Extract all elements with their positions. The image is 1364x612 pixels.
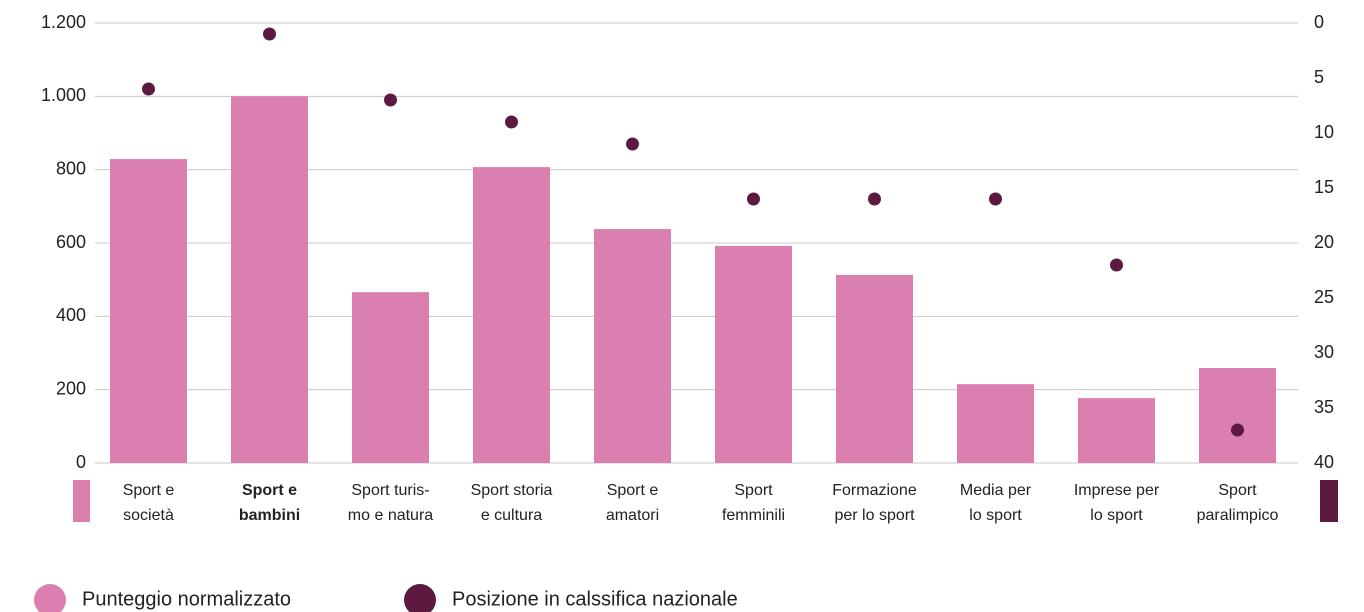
x-tick-label: Sport turis-mo e natura: [348, 482, 433, 524]
legend-label: Posizione in calssifica nazionale: [452, 588, 738, 610]
x-tick-label: Sport storia e cultura: [471, 482, 553, 524]
x-tick-line: lo sport: [969, 507, 1022, 524]
legend-swatch: [404, 584, 436, 612]
bar: [352, 292, 429, 463]
bar: [594, 229, 671, 463]
dot: [263, 27, 276, 41]
x-tick-line: paralimpico: [1197, 507, 1279, 524]
bar: [231, 96, 308, 463]
bar: [1078, 398, 1155, 463]
dot: [142, 82, 155, 96]
y2-tick-label: 40: [1314, 452, 1334, 472]
x-tick-line: Sport storia: [471, 482, 553, 499]
x-tick-line: Sport turis-: [351, 482, 429, 499]
x-tick-label: Imprese per lo sport: [1074, 482, 1160, 524]
y-tick-label: 1.200: [41, 12, 86, 32]
y-tick-label: 0: [76, 452, 86, 472]
x-tick-line: Sport: [1218, 482, 1257, 499]
bar: [836, 274, 913, 463]
bar: [473, 167, 550, 463]
x-tick-line: femminili: [722, 507, 785, 524]
dot: [989, 192, 1002, 206]
x-tick-label: Sport femminili: [722, 482, 785, 524]
y2-tick-label: 20: [1314, 232, 1334, 252]
x-tick-line: Media per: [960, 482, 1032, 499]
x-tick-label: Sport e bambini: [239, 482, 300, 524]
x-tick-line: Sport e: [242, 482, 297, 499]
x-tick-label: Sport e società: [123, 482, 175, 524]
dot: [868, 192, 881, 206]
x-tick-line: Sport e: [607, 482, 659, 499]
x-tick-label: Media per lo sport: [960, 482, 1032, 524]
axis-swatch: [73, 480, 90, 522]
x-tick-line: Imprese per: [1074, 482, 1160, 499]
bar: [715, 245, 792, 463]
x-tick-line: e cultura: [481, 507, 542, 524]
y2-tick-label: 5: [1314, 67, 1324, 87]
y2-tick-label: 30: [1314, 342, 1334, 362]
x-tick-label: Sport e amatori: [606, 482, 659, 524]
bar: [1199, 368, 1276, 463]
y2-tick-label: 10: [1314, 122, 1334, 142]
legend-label: Punteggio normalizzato: [82, 588, 291, 610]
y-tick-label: 400: [56, 305, 86, 325]
dot: [626, 137, 639, 151]
axis-swatch: [1320, 480, 1338, 522]
x-tick-line: lo sport: [1090, 507, 1143, 524]
y-tick-label: 200: [56, 378, 86, 398]
x-tick-label: Formazione per lo sport: [832, 482, 917, 524]
x-tick-label: Sport paralimpico: [1197, 482, 1279, 524]
y2-tick-label: 0: [1314, 12, 1324, 32]
dot: [384, 93, 397, 107]
y2-tick-label: 15: [1314, 177, 1334, 197]
dot: [1110, 258, 1123, 272]
legend-swatch: [34, 584, 66, 612]
y-tick-label: 1.000: [41, 85, 86, 105]
y-tick-label: 600: [56, 232, 86, 252]
x-tick-line: Sport e: [123, 482, 175, 499]
x-tick-line: amatori: [606, 507, 659, 524]
y2-tick-label: 25: [1314, 287, 1334, 307]
y2-tick-label: 35: [1314, 397, 1334, 417]
dot: [505, 115, 518, 129]
dot: [1231, 423, 1244, 437]
bar: [110, 159, 187, 464]
dot: [747, 192, 760, 206]
bar: [957, 384, 1034, 463]
x-tick-line: Formazione: [832, 482, 917, 499]
x-tick-line: Sport: [734, 482, 773, 499]
x-tick-line: bambini: [239, 507, 300, 524]
x-tick-line: per lo sport: [834, 507, 915, 524]
y-tick-label: 800: [56, 158, 86, 178]
x-tick-line: mo e natura: [348, 507, 433, 524]
x-tick-line: società: [123, 507, 174, 524]
